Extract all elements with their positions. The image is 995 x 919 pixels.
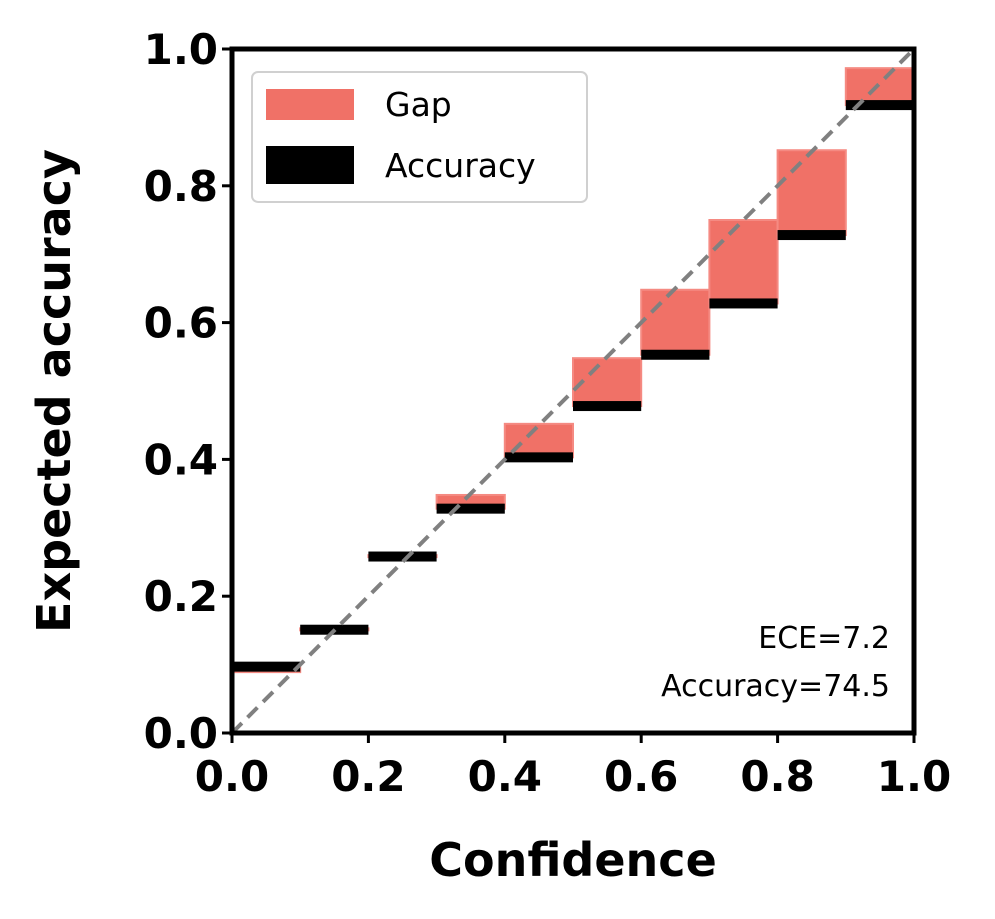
ece-annotation: ECE=7.2 [758,621,890,656]
gap-bar [776,149,847,237]
accuracy-bar [777,230,846,241]
legend-gap-label: Gap [385,85,452,124]
legend-gap-swatch [266,89,354,120]
y-tick-label: 1.0 [144,25,218,74]
accuracy-bar [709,298,778,309]
y-tick-label: 0.2 [144,572,218,621]
x-tick-label: 0.2 [331,752,405,801]
gap-bars [231,67,915,674]
x-tick-label: 0.4 [468,752,542,801]
legend-accuracy-swatch [266,146,354,184]
accuracy-bar [436,503,505,514]
gap-bar [640,288,711,356]
gap-bar [844,67,915,107]
x-tick-label: 1.0 [877,752,951,801]
x-tick-label: 0.8 [740,752,814,801]
y-axis-title: Expected accuracy [27,149,81,633]
accuracy-bar [573,401,642,412]
y-tick-label: 0.6 [144,299,218,348]
x-axis-title: Confidence [429,833,717,887]
y-tick-label: 0.4 [144,435,218,484]
accuracy-annotation: Accuracy=74.5 [661,669,890,704]
plot-frame [229,46,917,736]
legend-accuracy-label: Accuracy [385,146,536,185]
accuracy-bar [504,452,573,463]
y-axis-ticks: 0.0 0.2 0.4 0.6 0.8 1.0 [144,25,232,758]
y-tick-label: 0.0 [144,709,218,758]
y-tick-label: 0.8 [144,162,218,211]
legend: Gap Accuracy [251,71,588,203]
gap-bar [708,219,779,305]
x-tick-label: 0.0 [195,752,269,801]
accuracy-bar [232,661,301,672]
x-tick-label: 0.6 [604,752,678,801]
gap-bar [503,422,574,459]
accuracy-bar [368,551,437,562]
x-axis-ticks: 0.0 0.2 0.4 0.6 0.8 1.0 [195,733,951,801]
accuracy-bar [641,349,710,360]
accuracy-bar [845,100,914,111]
perfect-calibration-diagonal [230,47,916,735]
